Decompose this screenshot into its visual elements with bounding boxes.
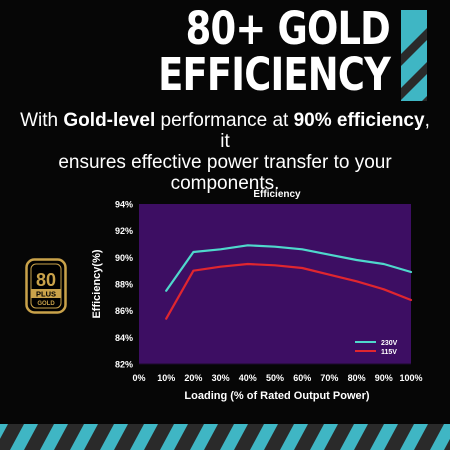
y-tick-label: 86% — [115, 306, 133, 316]
80-plus-gold-badge: 80 PLUS GOLD — [25, 258, 67, 314]
subtitle: With Gold-level performance at 90% effic… — [20, 110, 430, 194]
legend-label-115v: 115V — [381, 349, 397, 356]
chart-legend: 230V 115V — [355, 340, 398, 356]
x-tick-label: 0% — [132, 373, 145, 383]
x-tick-label: 100% — [399, 373, 422, 383]
legend-label-230v: 230V — [381, 340, 398, 347]
x-tick-labels: 0% 10% 20% 30% 40% 50% 60% 70% 80% 90% 100% — [132, 373, 422, 383]
x-tick-label: 10% — [157, 373, 175, 383]
stripe — [70, 424, 98, 450]
y-tick-label: 88% — [115, 280, 133, 290]
y-tick-label: 92% — [115, 226, 133, 236]
subtitle-text-2: performance at — [155, 110, 294, 131]
y-tick-label: 82% — [115, 360, 133, 370]
stripe — [130, 424, 158, 450]
chart-title: Efficiency — [253, 189, 301, 200]
stripe — [400, 424, 428, 450]
x-tick-label: 70% — [320, 373, 338, 383]
subtitle-bold-efficiency: 90% efficiency — [293, 110, 425, 131]
x-tick-label: 60% — [293, 373, 311, 383]
x-tick-label: 30% — [212, 373, 230, 383]
subtitle-line-2: ensures effective power transfer to your — [58, 152, 392, 173]
headline-line-2: EFFICIENCY — [158, 48, 391, 101]
plot-area — [139, 204, 411, 364]
stripe — [250, 424, 278, 450]
stripe — [190, 424, 218, 450]
y-axis-label: Efficiency(%) — [91, 249, 103, 318]
series-line-230v — [165, 244, 413, 292]
stripe — [100, 424, 128, 450]
subtitle-text-1: With — [20, 110, 64, 131]
headline-line-1: 80+ GOLD — [185, 2, 391, 55]
subtitle-text-3: , it — [220, 110, 430, 152]
y-tick-label: 94% — [115, 200, 133, 210]
subtitle-line-3: components. — [170, 173, 280, 194]
x-tick-label: 90% — [375, 373, 393, 383]
stripe — [370, 424, 398, 450]
stripe — [280, 424, 308, 450]
stripe — [10, 424, 38, 450]
headline: 80+ GOLD EFFICIENCY — [70, 2, 391, 101]
stripe — [310, 424, 338, 450]
stripe — [220, 424, 248, 450]
stripe — [40, 424, 68, 450]
series-line-115v — [165, 262, 413, 320]
y-tick-label: 84% — [115, 333, 133, 343]
x-axis-label: Loading (% of Rated Output Power) — [184, 390, 369, 402]
badge-tier: GOLD — [37, 301, 55, 307]
efficiency-chart: Efficiency 82% 84% 86% 88% 90% 92% 94% 0% 10% 20… — [91, 189, 423, 402]
badge-plus: PLUS — [36, 290, 56, 299]
stripe — [340, 424, 368, 450]
x-tick-label: 40% — [239, 373, 257, 383]
x-tick-label: 20% — [184, 373, 202, 383]
y-tick-labels: 82% 84% 86% 88% 90% 92% 94% — [115, 200, 133, 370]
y-tick-label: 90% — [115, 253, 133, 263]
stripe — [430, 424, 450, 450]
x-tick-label: 80% — [348, 373, 366, 383]
series-lines — [165, 244, 413, 320]
corner-stripes-decoration — [401, 10, 427, 101]
bottom-stripes-decoration — [0, 424, 450, 450]
badge-number: 80 — [36, 270, 56, 290]
stripe — [160, 424, 188, 450]
x-tick-label: 50% — [266, 373, 284, 383]
subtitle-bold-gold-level: Gold-level — [63, 110, 156, 131]
subtitle-line-1: With Gold-level performance at 90% effic… — [20, 110, 430, 152]
